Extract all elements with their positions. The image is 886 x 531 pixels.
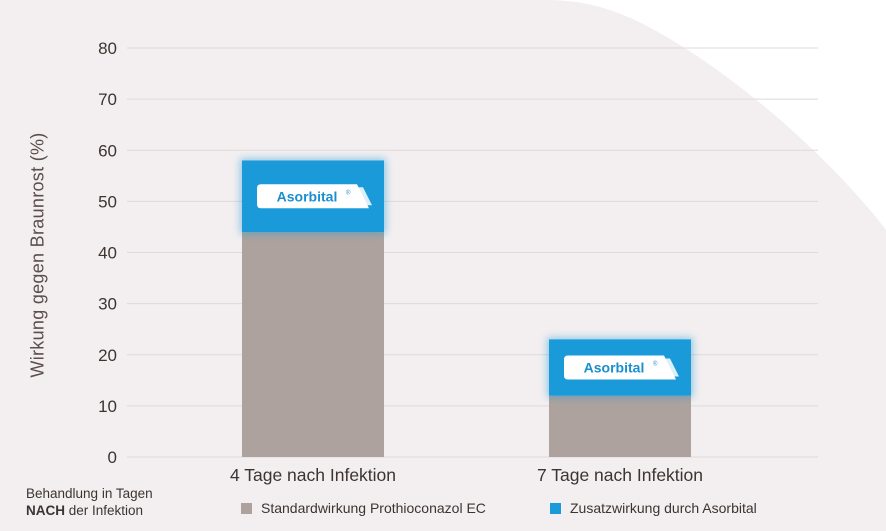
y-tick-label: 10 <box>98 397 117 416</box>
asorbital-logo-badge <box>257 184 369 209</box>
legend-label-asorbital: Zusatzwirkung durch Asorbital <box>570 500 757 516</box>
footnote-line-1: Behandlung in Tagen <box>26 486 153 501</box>
y-tick-label: 70 <box>98 90 117 109</box>
y-tick-label: 60 <box>98 141 117 160</box>
y-axis-title: Wirkung gegen Braunrost (%) <box>27 132 48 378</box>
footnote-line-2-rest: der Infektion <box>65 503 144 518</box>
asorbital-logo-badge <box>564 355 676 380</box>
footnote-bold: NACH <box>26 503 65 518</box>
legend-item-standard: Standardwirkung Prothioconazol EC <box>241 500 486 516</box>
y-tick-label: 20 <box>98 346 117 365</box>
asorbital-logo-text: Asorbital <box>584 360 645 376</box>
legend-item-asorbital: Zusatzwirkung durch Asorbital <box>550 500 757 516</box>
asorbital-logo-stripe <box>662 358 679 377</box>
y-tick-label: 40 <box>98 244 117 263</box>
legend-swatch-standard <box>241 502 252 514</box>
asorbital-logo-text: Asorbital <box>277 188 338 204</box>
footnote: Behandlung in Tagen NACH der Infektion <box>26 485 153 519</box>
legend-swatch-asorbital <box>550 502 561 514</box>
registered-mark: ® <box>346 189 351 196</box>
x-tick-label: 7 Tage nach Infektion <box>537 465 703 485</box>
y-tick-label: 50 <box>98 192 117 211</box>
registered-mark: ® <box>653 361 658 368</box>
bar-standard <box>549 395 691 457</box>
asorbital-logo-stripe <box>355 187 372 206</box>
x-tick-label: 4 Tage nach Infektion <box>230 465 396 485</box>
y-tick-label: 30 <box>98 295 117 314</box>
footnote-line-2: NACH der Infektion <box>26 502 153 519</box>
y-tick-label: 0 <box>108 448 117 467</box>
legend-label-standard: Standardwirkung Prothioconazol EC <box>261 500 486 516</box>
bar-standard <box>242 232 384 457</box>
y-tick-label: 80 <box>98 39 117 58</box>
